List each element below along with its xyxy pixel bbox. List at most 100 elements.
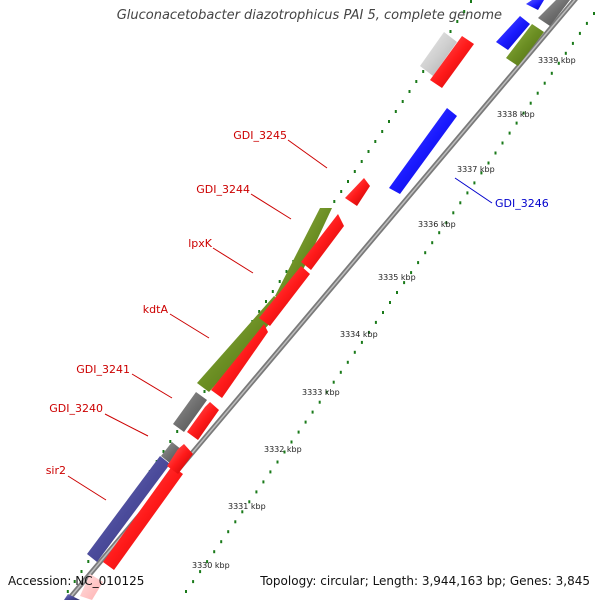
tick-dot — [285, 270, 288, 273]
scale-tick-label: 3331 kbp — [228, 502, 266, 511]
tick-dot — [394, 110, 397, 113]
tick-dot — [333, 200, 336, 203]
tick-dot — [438, 231, 441, 235]
feature-sir2-purple — [87, 456, 170, 562]
inner-red-features — [103, 36, 474, 570]
tick-dot — [408, 90, 411, 93]
tick-dot — [66, 590, 69, 593]
tick-dot — [480, 171, 483, 175]
genome-stats: Topology: circular; Length: 3,944,163 bp… — [260, 574, 590, 588]
scale-tick-label: 3336 kbp — [418, 220, 456, 229]
topology-label: Topology: — [260, 574, 317, 588]
tick-dot — [271, 290, 274, 293]
tick-dot — [304, 420, 307, 424]
tick-dot — [346, 360, 349, 364]
genes-value: 3,845 — [555, 574, 590, 588]
feature-sir2-red — [103, 466, 183, 570]
tick-dot — [501, 141, 504, 145]
tick-dot — [241, 510, 244, 514]
genes-label: Genes: — [509, 574, 552, 588]
feature-lpxk-red — [259, 266, 310, 326]
tick-dot — [276, 460, 279, 464]
gene-label-sir2: sir2 — [46, 464, 66, 477]
tick-dot — [367, 330, 370, 334]
tick-dot — [185, 590, 187, 593]
length-label: Length: — [372, 574, 419, 588]
feature-topright-blue-2 — [526, 0, 544, 10]
tick-dot — [557, 61, 560, 65]
tick-dot — [585, 21, 588, 25]
tick-dot — [494, 151, 497, 155]
tick-dot — [445, 221, 448, 225]
tick-dot — [311, 410, 314, 414]
feature-lpxk-olive — [275, 208, 332, 304]
tick-dot — [403, 281, 406, 285]
tick-dot — [564, 51, 567, 55]
gene-label-gdi3246: GDI_3246 — [495, 197, 549, 210]
tick-dot — [422, 70, 425, 73]
tick-dot — [388, 120, 390, 123]
scale-tick-label: 3333 kbp — [302, 388, 340, 397]
tick-dot — [396, 291, 398, 294]
tick-dot — [410, 271, 413, 275]
tick-dot — [353, 350, 356, 354]
gene-label-gdi3245: GDI_3245 — [233, 129, 287, 142]
tick-dot — [297, 430, 300, 434]
tick-dot — [417, 261, 420, 265]
tick-dot — [466, 191, 469, 195]
tick-dot — [431, 241, 434, 245]
scale-tick-label: 3334 kbp — [340, 330, 378, 339]
feature-kdta-red — [211, 324, 268, 398]
feature-gdi3240-gray — [161, 442, 182, 464]
tick-dot — [325, 390, 328, 394]
tick-dot — [203, 390, 206, 393]
tick-dot — [318, 400, 321, 404]
tick-dot — [487, 161, 490, 165]
tick-dot — [415, 80, 418, 83]
scale-tick-label: 3330 kbp — [192, 561, 230, 570]
gene-label-gdi3244: GDI_3244 — [196, 183, 250, 196]
feature-top-red — [430, 36, 474, 88]
forward-strand-features — [64, 32, 457, 600]
gene-leader-lines — [67, 139, 493, 501]
accession-info: Accession: NC_010125 — [8, 574, 144, 588]
tick-dot — [80, 570, 83, 573]
tick-dot — [456, 20, 459, 23]
feature-bottom-purple — [64, 594, 80, 600]
feature-gdi3241-gray — [173, 392, 207, 432]
tick-dot — [382, 311, 384, 314]
tick-dot — [463, 10, 466, 13]
tick-dot — [339, 370, 342, 374]
tick-dot — [290, 440, 293, 444]
feature-gdi3241-red — [187, 402, 219, 440]
tick-dot — [227, 530, 230, 534]
tick-dot — [578, 31, 581, 35]
feature-gdi3245-red — [345, 178, 370, 206]
feature-top-lightgray — [420, 32, 457, 76]
genome-title: Gluconacetobacter diazotrophicus PAI 5, … — [116, 8, 502, 23]
tick-dot — [73, 580, 76, 583]
tick-dot — [593, 12, 595, 15]
accession-label: Accession: — [8, 574, 72, 588]
tick-dot — [340, 190, 343, 193]
tick-dot — [176, 430, 179, 433]
tick-dot — [389, 301, 391, 304]
tick-dot — [258, 310, 261, 313]
tick-dot — [199, 570, 202, 574]
tick-dot — [169, 440, 172, 443]
scale-tick-label: 3338 kbp — [497, 110, 535, 119]
gene-label-lpxk: lpxK — [188, 237, 213, 250]
feature-gdi3244-red — [301, 214, 344, 270]
tick-dot — [283, 450, 286, 454]
tick-dot — [248, 500, 251, 504]
tick-dot — [508, 131, 511, 135]
tick-dot — [332, 380, 335, 384]
tick-dot — [269, 470, 272, 474]
accession-value: NC_010125 — [75, 574, 145, 588]
feature-top-left-pink — [80, 574, 103, 600]
tick-dot — [515, 121, 518, 125]
feature-topright-blue-1 — [496, 16, 530, 50]
scale-tick-labels: 3330 kbp 3331 kbp 3332 kbp 3333 kbp 3334… — [192, 56, 576, 570]
